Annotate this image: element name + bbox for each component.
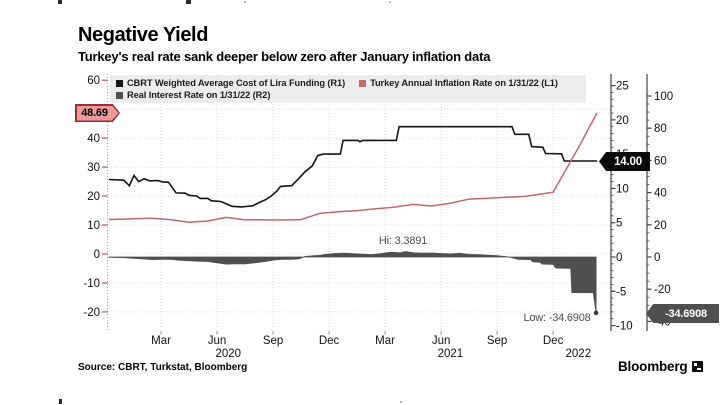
cbrt-last-value-tag: 14.00	[599, 152, 650, 171]
x-tick-label: Mar	[151, 335, 171, 347]
l1-tick-label: 40	[87, 133, 100, 145]
x-tick-label: Dec	[543, 335, 564, 347]
low-point-marker	[593, 310, 599, 316]
r2-tick-label: -20	[654, 284, 671, 296]
x-year-label: 2022	[566, 348, 592, 360]
r2-tick-label: 100	[654, 91, 673, 103]
legend-label: Turkey Annual Inflation Rate on 1/31/22 …	[370, 78, 558, 88]
legend-swatch-gray	[116, 91, 123, 99]
screen-artifact	[389, 1, 391, 3]
inflation-last-value-tag: 48.69	[75, 104, 120, 122]
l1-tick-label: 0	[94, 249, 100, 261]
bloomberg-logo: Bloomberg	[618, 359, 704, 374]
legend-swatch-red	[359, 79, 367, 87]
legend-item-cbrt: CBRT Weighted Average Cost of Lira Fundi…	[116, 77, 345, 89]
x-tick-label: Jun	[432, 335, 451, 347]
chart-legend: CBRT Weighted Average Cost of Lira Fundi…	[110, 75, 586, 103]
series-inflation-line	[108, 112, 598, 224]
series-cbrt-line	[108, 125, 597, 208]
r2-tick-label: 20	[654, 220, 667, 232]
bloomberg-wordmark: Bloomberg	[618, 359, 688, 374]
bloomberg-terminal-icon	[692, 361, 704, 372]
r2-tick-label: 80	[654, 123, 667, 135]
low-annotation: Low: -34.6908	[523, 312, 591, 324]
r1-tick-label: 0	[616, 252, 622, 264]
l1-tick-label: -10	[83, 278, 100, 290]
gridlines	[108, 74, 611, 331]
r2-tick-label: 60	[654, 155, 667, 167]
page-subtitle: Turkey's real rate sank deeper below zer…	[78, 49, 491, 64]
tag-value: 48.69	[81, 107, 108, 119]
real-rate-last-value-tag: -34.6908	[646, 304, 719, 323]
legend-swatch-black	[116, 79, 123, 87]
hi-annotation: Hi: 3.3891	[378, 235, 428, 247]
screen-artifact	[400, 401, 402, 403]
x-tick-label: Jun	[208, 335, 227, 347]
r1-tick-label: -10	[616, 321, 633, 333]
l1-tick-label: 20	[87, 191, 100, 203]
l1-tick-label: -20	[83, 307, 100, 319]
series-real-rate-area	[108, 251, 599, 316]
screen-artifact	[244, 1, 246, 3]
r1-tick-label: 20	[616, 115, 629, 127]
axis-x: Mar Jun Sep Dec Mar Jun Sep Dec 2020 2021 2022	[151, 331, 591, 360]
x-tick-label: Sep	[263, 335, 283, 347]
screen-artifact	[59, 399, 62, 404]
r1-tick-label: 5	[616, 218, 622, 230]
r1-tick-label: -5	[616, 286, 626, 298]
l1-tick-label: 10	[87, 220, 100, 232]
r1-tick-label: 10	[616, 183, 629, 195]
r1-tick-label: 25	[616, 81, 629, 93]
r2-tick-label: 0	[654, 252, 660, 264]
legend-item-inflation: Turkey Annual Inflation Rate on 1/31/22 …	[359, 77, 558, 89]
legend-label: CBRT Weighted Average Cost of Lira Fundi…	[127, 78, 346, 88]
x-tick-label: Dec	[319, 335, 340, 347]
legend-label: Real Interest Rate on 1/31/22 (R2)	[127, 90, 271, 100]
r2-tick-label: 40	[654, 188, 667, 200]
tag-fill	[76, 105, 119, 121]
x-tick-label: Sep	[487, 335, 507, 347]
legend-item-real-rate: Real Interest Rate on 1/31/22 (R2)	[116, 89, 270, 101]
source-note: Source: CBRT, Turkstat, Bloomberg	[78, 362, 248, 373]
tag-value: -34.6908	[665, 307, 707, 320]
axis-r1: 2520151050-5-10	[610, 74, 633, 333]
x-year-label: 2021	[438, 348, 464, 360]
x-tick-label: Mar	[375, 335, 395, 347]
x-year-label: 2020	[215, 348, 241, 360]
l1-tick-label: 60	[87, 75, 100, 87]
page-title: Negative Yield	[78, 24, 209, 46]
tag-value: 14.00	[614, 155, 642, 168]
screen-artifact	[186, 0, 191, 4]
screen-artifact	[58, 0, 62, 4]
l1-tick-label: 30	[87, 162, 100, 174]
